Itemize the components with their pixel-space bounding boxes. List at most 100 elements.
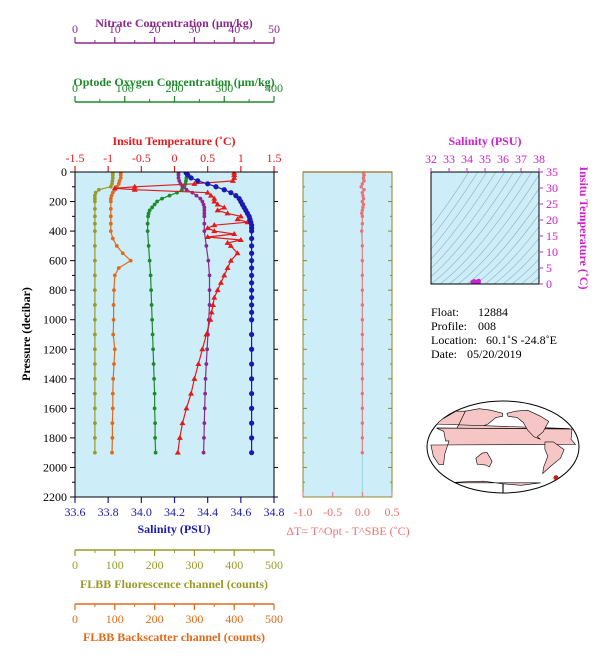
temperature-point (231, 231, 238, 237)
map-land (430, 408, 577, 493)
oxygen-point (153, 450, 158, 455)
fluorescence-tick-label: 0 (72, 558, 78, 572)
fluorescence-point (93, 214, 97, 219)
oxygen-tick-label: 200 (166, 81, 184, 95)
nitrate-tick-label: 40 (228, 22, 240, 36)
ts-x-tick-label: 32 (425, 152, 437, 166)
temperature-point (174, 449, 181, 455)
ts-x-tick-label: 33 (443, 152, 455, 166)
salinity-point (249, 435, 255, 441)
main-profile-plot (74, 171, 275, 498)
temperature-point (227, 242, 234, 248)
delta-t-point (360, 244, 365, 248)
temperature-point (183, 405, 190, 411)
delta-t-series (359, 172, 366, 455)
ts-salinity-title: Salinity (PSU) (448, 134, 521, 148)
backscatter-point (118, 176, 123, 180)
australia-shape (475, 452, 493, 468)
backscatter-tick-label: 400 (225, 612, 243, 626)
oxygen-tick-label: 400 (265, 81, 283, 95)
temperature-point (214, 287, 221, 293)
backscatter-point (110, 391, 115, 396)
nitrate-point (202, 214, 207, 219)
fluorescence-point (93, 243, 97, 248)
oxygen-point (147, 258, 152, 263)
ts-temperature-title: Insitu Temperature (˚C) (577, 166, 591, 289)
ts-x-tick-label: 34 (461, 152, 473, 166)
ts-contour-line (431, 172, 506, 269)
pressure-axis-title: Pressure (decibar) (19, 287, 33, 381)
oxygen-point (180, 187, 184, 192)
backscatter-point (110, 190, 115, 195)
salinity-point (249, 309, 255, 315)
float-value: 12884 (478, 305, 508, 319)
location-label: Location: (431, 333, 477, 347)
ts-contour-line (431, 172, 497, 260)
oxygen-point (150, 317, 155, 322)
temperature-point (211, 195, 218, 201)
salinity-axis-title: Salinity (PSU) (137, 522, 210, 536)
salinity-point (249, 243, 255, 249)
nitrate-point (198, 196, 203, 201)
nitrate-tick-label: 10 (109, 22, 121, 36)
nitrate-point (202, 211, 207, 216)
backscatter-point (112, 362, 116, 366)
temperature-point (224, 210, 231, 216)
nitrate-point (207, 273, 212, 278)
oxygen-axis-title: Optode Oxygen Concentration (µm/kg) (73, 75, 274, 89)
salinity-point (233, 193, 239, 199)
nitrate-point (207, 288, 212, 293)
oxygen-point (167, 193, 172, 198)
delta-t-point (362, 188, 366, 192)
fluorescence-point (93, 376, 97, 381)
backscatter-point (108, 196, 113, 201)
north-america-shape (506, 409, 550, 440)
oxygen-point (146, 243, 151, 248)
temperature-point (217, 279, 224, 285)
ts-y-tick-label: 35 (546, 165, 558, 179)
temperature-tick-label: 0 (172, 151, 178, 165)
pressure-tick-label: 1600 (43, 401, 67, 415)
nitrate-point (201, 202, 206, 207)
fluorescence-point (93, 258, 97, 263)
salinity-point (249, 287, 255, 293)
fluorescence-point (93, 362, 97, 366)
nitrate-point (202, 205, 207, 210)
salinity-point (249, 302, 255, 308)
ts-contour-line (431, 172, 479, 239)
fluorescence-point (93, 199, 97, 204)
delta-t-point (361, 176, 366, 180)
ts-x-tick-label: 36 (497, 152, 509, 166)
delta-t-point (360, 199, 365, 204)
temperature-point (203, 331, 210, 337)
oxygen-point (145, 221, 150, 226)
temperature-point (208, 309, 215, 315)
backscatter-point (110, 421, 115, 426)
nitrate-point (202, 436, 206, 440)
salinity-point (249, 280, 255, 286)
temperature-point (224, 265, 231, 271)
oxygen-point (149, 288, 154, 293)
ts-contour-line (431, 172, 470, 228)
ts-contour-line (466, 201, 539, 284)
oxygen-point (145, 229, 150, 233)
oxygen-point (184, 178, 188, 183)
oxygen-point (151, 347, 156, 352)
salinity-tick-label: 34.6 (230, 505, 251, 519)
nitrate-point (176, 176, 181, 180)
backscatter-point (118, 173, 123, 177)
nitrate-series (176, 172, 212, 455)
salinity-point (249, 272, 255, 279)
temperature-point (211, 222, 218, 228)
delta-t-point (360, 377, 365, 381)
ts-y-tick-label: 5 (546, 261, 552, 275)
fluorescence-tick-label: 500 (265, 558, 283, 572)
backscatter-point (109, 193, 114, 198)
fluorescence-point (108, 184, 113, 189)
fluorescence-point (93, 436, 97, 440)
pressure-tick-label: 200 (49, 195, 67, 209)
backscatter-tick-label: 200 (146, 612, 164, 626)
delta-t-tick-label: -0.5 (323, 505, 342, 519)
oxygen-point (150, 205, 155, 210)
fluorescence-point (93, 288, 97, 293)
